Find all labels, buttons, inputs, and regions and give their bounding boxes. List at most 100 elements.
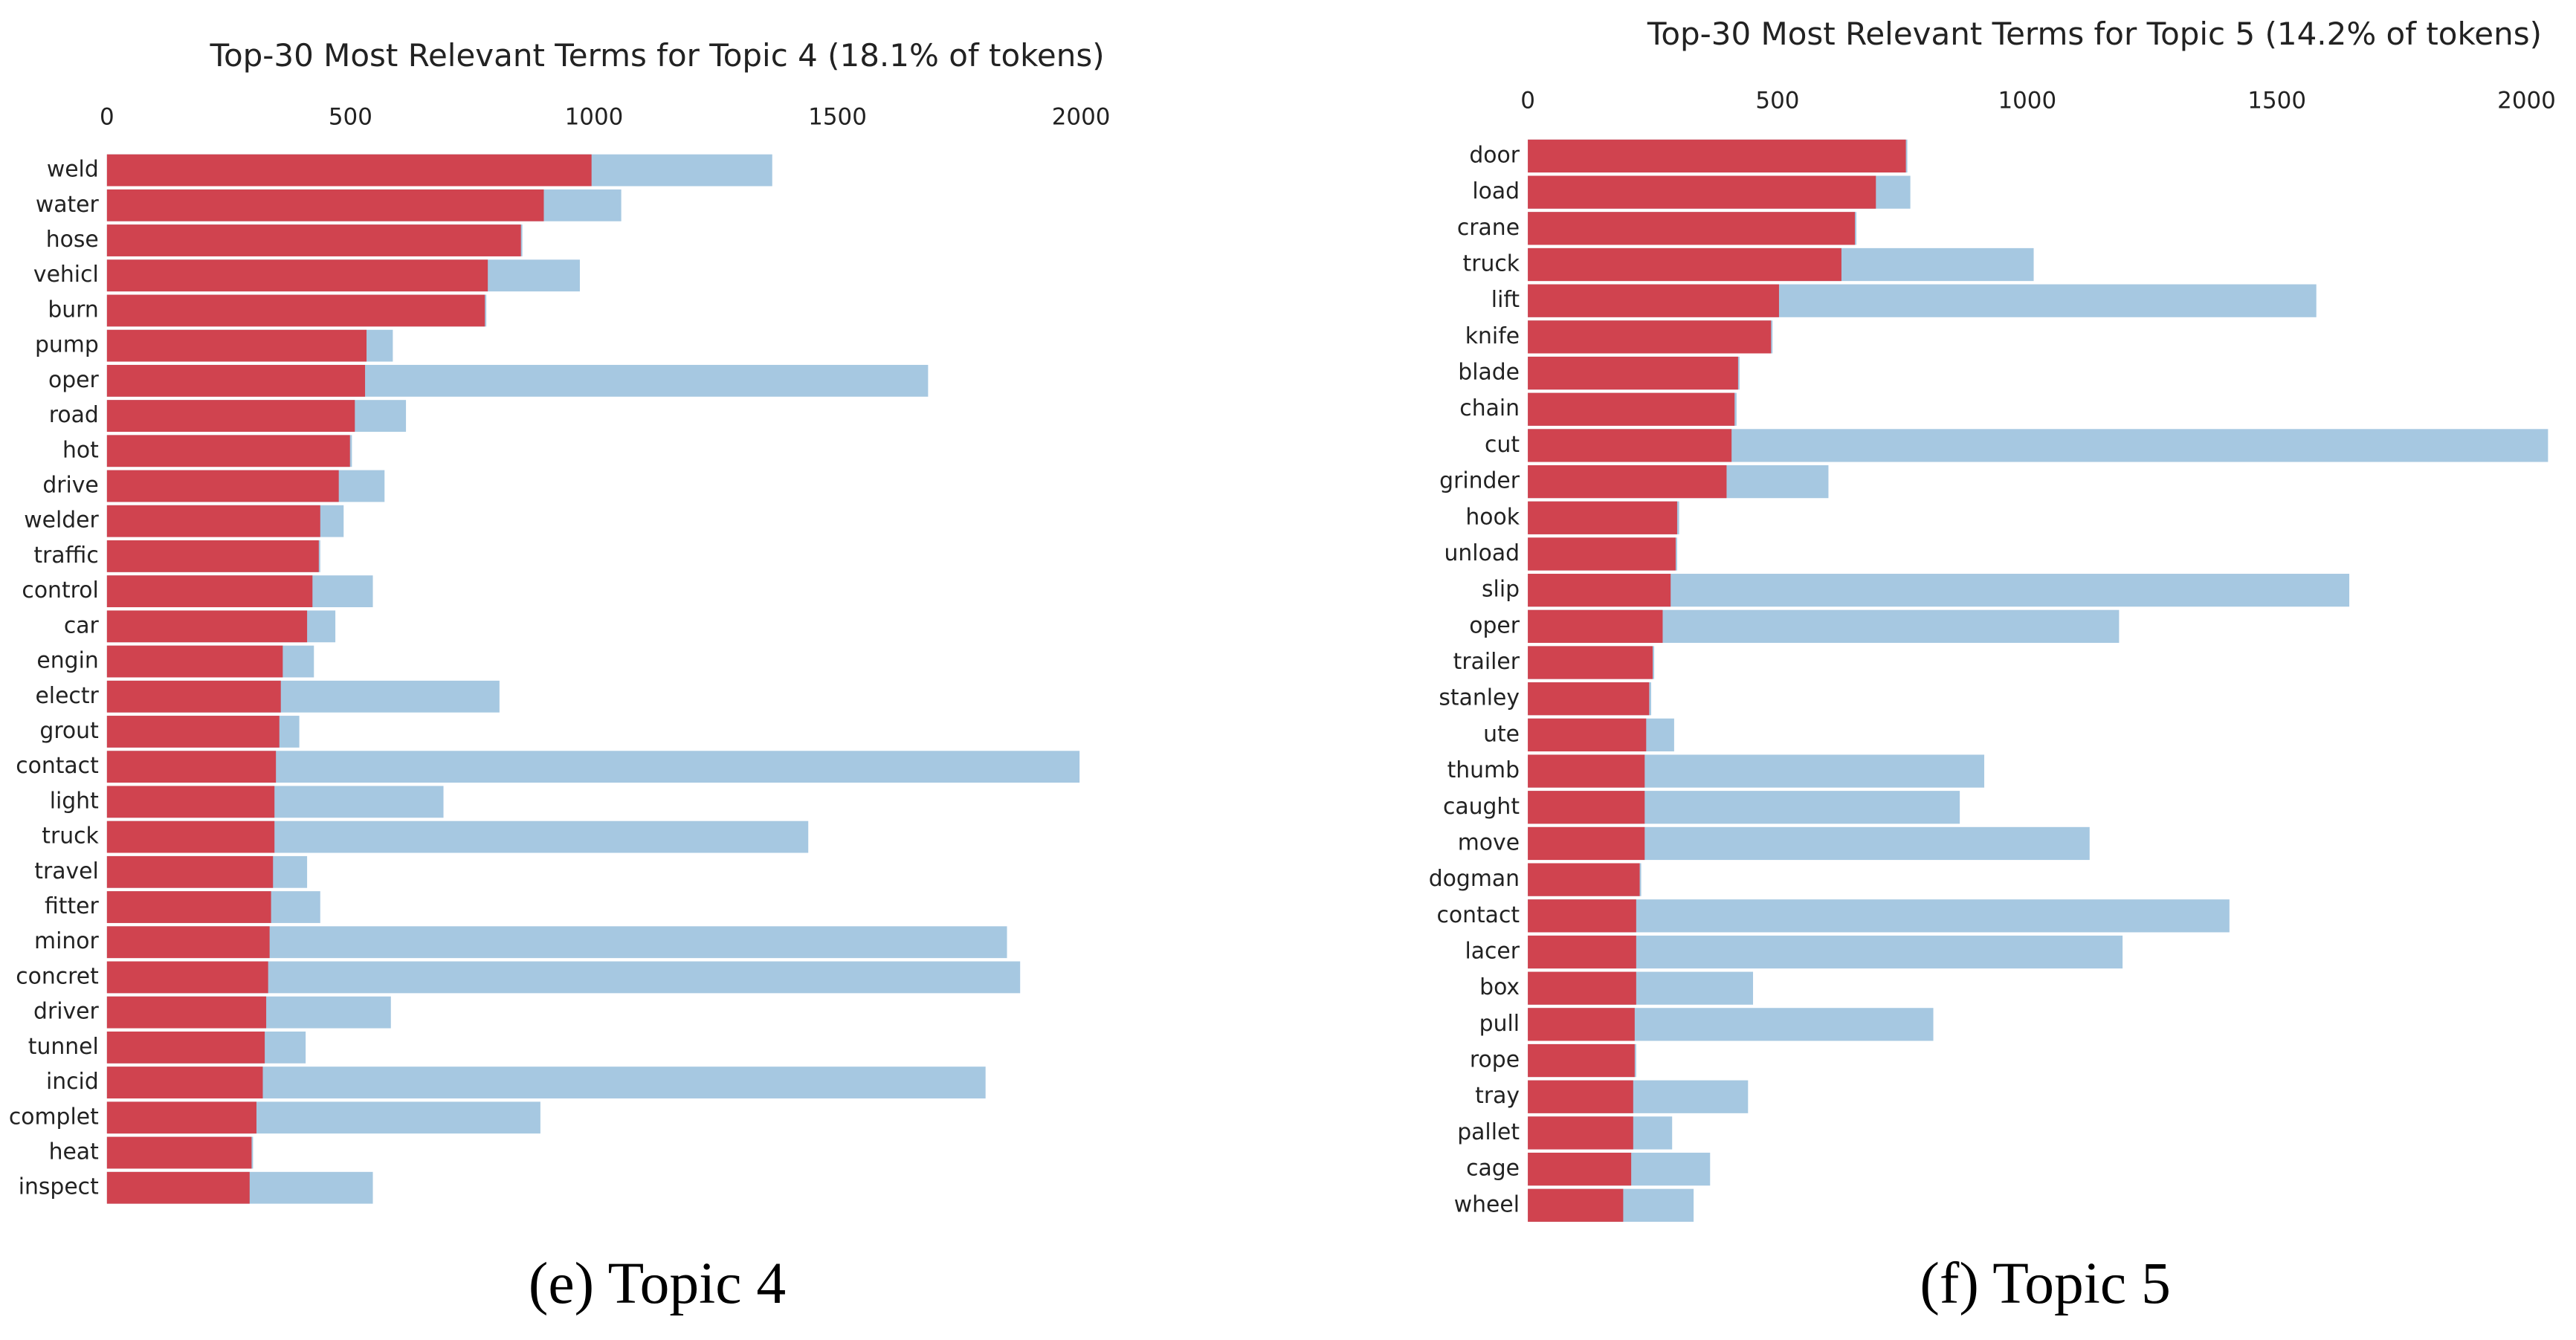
- y-tick-label: drive: [42, 472, 98, 498]
- x-tick-label: 0: [1520, 87, 1535, 114]
- y-tick-label: crane: [1457, 215, 1520, 241]
- bar: [1528, 791, 1645, 824]
- bar: [1528, 1043, 1635, 1078]
- y-tick-label: trailer: [1453, 649, 1520, 675]
- y-tick-label: welder: [24, 508, 99, 534]
- y-tick-label: water: [36, 192, 100, 218]
- y-tick-label: travel: [34, 858, 98, 884]
- bar: [106, 470, 339, 502]
- x-tick-label: 1500: [2247, 87, 2306, 114]
- y-tick-label: contact: [16, 753, 99, 779]
- y-tick-label: hose: [46, 227, 99, 253]
- bar: [1528, 1080, 1633, 1113]
- y-tick-label: pull: [1479, 1011, 1520, 1037]
- bar: [106, 961, 268, 994]
- y-tick-label: oper: [1469, 612, 1520, 638]
- bar: [106, 1171, 250, 1204]
- y-tick-label: grout: [39, 718, 98, 744]
- y-tick-label: heat: [49, 1139, 99, 1165]
- y-tick-label: move: [1458, 829, 1520, 855]
- bar: [106, 996, 267, 1029]
- caption: (f) Topic 5: [1920, 1251, 2171, 1316]
- bar: [106, 1136, 252, 1169]
- x-tick-label: 500: [329, 104, 372, 131]
- bar: [1528, 537, 1676, 571]
- y-tick-label: control: [22, 577, 98, 603]
- bar: [1528, 501, 1677, 534]
- y-tick-label: incid: [46, 1069, 99, 1095]
- bar: [106, 820, 275, 853]
- bar: [1528, 718, 1647, 752]
- bar: [106, 1101, 256, 1134]
- bar: [1528, 1008, 1635, 1041]
- x-tick-label: 2000: [2497, 87, 2556, 114]
- y-tick-label: complet: [9, 1104, 99, 1130]
- bar: [106, 540, 319, 572]
- bar: [106, 716, 280, 748]
- y-tick-label: pump: [35, 332, 99, 358]
- x-tick-label: 0: [100, 104, 114, 131]
- y-tick-label: slip: [1482, 577, 1520, 603]
- bar: [106, 259, 488, 292]
- y-tick-label: burn: [48, 297, 98, 323]
- y-tick-label: unload: [1444, 540, 1520, 566]
- bar: [1528, 139, 1906, 173]
- bar: [1528, 682, 1650, 716]
- x-tick-label: 1000: [1998, 87, 2056, 114]
- y-tick-label: truck: [1463, 250, 1520, 276]
- y-tick-label: rope: [1470, 1047, 1520, 1073]
- y-tick-label: chain: [1459, 395, 1520, 421]
- bar: [106, 680, 281, 713]
- bar: [106, 645, 283, 678]
- y-tick-label: wheel: [1454, 1191, 1520, 1217]
- y-tick-label: engin: [36, 648, 98, 674]
- bar: [106, 224, 521, 256]
- bar: [1528, 429, 1732, 462]
- bar: [1528, 356, 1738, 390]
- y-tick-label: fitter: [45, 893, 99, 919]
- bar: [106, 1031, 265, 1064]
- y-tick-label: vehicl: [33, 262, 99, 288]
- y-tick-label: car: [64, 612, 100, 638]
- bar: [1528, 284, 1779, 317]
- y-tick-label: lift: [1491, 287, 1520, 313]
- bar: [1528, 971, 1636, 1005]
- bar: [1528, 646, 1653, 679]
- bar: [1528, 212, 1856, 245]
- y-tick-label: tunnel: [28, 1034, 99, 1060]
- bar: [106, 786, 275, 818]
- y-tick-label: caught: [1443, 794, 1520, 820]
- y-tick-label: ute: [1483, 721, 1520, 747]
- y-tick-label: cut: [1485, 432, 1520, 458]
- y-tick-label: traffic: [33, 543, 98, 569]
- y-tick-label: door: [1469, 142, 1520, 168]
- y-tick-label: concret: [16, 963, 99, 989]
- bar: [106, 505, 320, 537]
- bar: [106, 329, 367, 362]
- bar: [106, 855, 274, 888]
- y-tick-label: blade: [1458, 360, 1520, 386]
- bar: [1528, 863, 1640, 896]
- bar: [1528, 175, 1876, 209]
- bar: [106, 1067, 263, 1098]
- bar: [106, 364, 366, 397]
- bar: [1528, 1116, 1633, 1150]
- y-tick-label: load: [1472, 178, 1520, 204]
- bar: [1528, 609, 1663, 643]
- bar: [106, 189, 544, 221]
- bar: [1528, 574, 1671, 607]
- y-tick-label: box: [1479, 974, 1520, 1000]
- bar: [1528, 1188, 1624, 1222]
- caption: (e) Topic 4: [529, 1251, 786, 1316]
- y-tick-label: weld: [47, 157, 99, 183]
- y-tick-label: inspect: [19, 1174, 99, 1200]
- y-tick-label: hook: [1465, 504, 1520, 530]
- chart-title: Top-30 Most Relevant Terms for Topic 5 (…: [1647, 16, 2542, 52]
- y-tick-label: tray: [1475, 1083, 1520, 1109]
- bar: [106, 400, 355, 432]
- bar: [1528, 935, 1636, 969]
- bar: [106, 435, 350, 467]
- bar: [1528, 465, 1727, 499]
- bar: [106, 294, 485, 327]
